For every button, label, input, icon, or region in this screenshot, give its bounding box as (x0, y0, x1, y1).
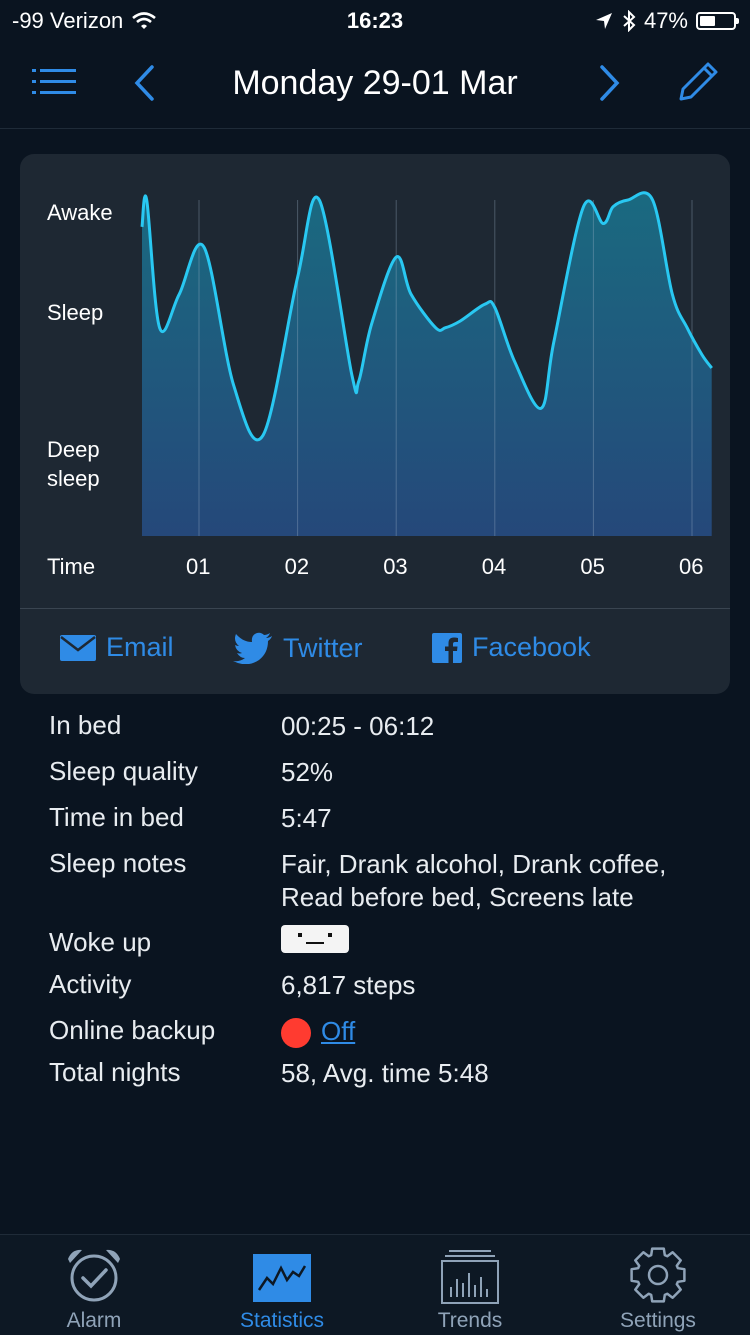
carrier-label: -99 Verizon (12, 8, 124, 33)
twitter-share-button[interactable]: Twitter (233, 632, 363, 664)
tab-settings-label: Settings (620, 1309, 696, 1332)
x-axis-label: Time (47, 554, 96, 579)
pencil-icon[interactable] (678, 60, 720, 102)
wifi-icon (132, 12, 157, 29)
tab-alarm[interactable]: Alarm (0, 1235, 188, 1335)
activity-label: Activity (49, 969, 132, 999)
tab-settings[interactable]: Settings (564, 1235, 750, 1335)
status-bar: -99 Verizon 16:23 47% (0, 0, 750, 40)
trends-icon (441, 1250, 499, 1304)
clock: 16:23 (346, 8, 404, 33)
statistics-icon (253, 1254, 311, 1302)
sleep-chart (140, 191, 713, 536)
online-backup-label: Online backup (49, 1015, 216, 1045)
battery-icon (696, 12, 739, 30)
sleep-graph-card: Awake Sleep Deep sleep Time 01 02 03 04 05 06… (20, 154, 730, 694)
sleep-quality-value: 52% (281, 757, 334, 787)
card-divider (20, 608, 730, 609)
facebook-label: Facebook (472, 632, 591, 662)
tab-trends[interactable]: Trends (376, 1235, 564, 1335)
share-row: Email Twitter Facebook (20, 632, 730, 672)
time-axis: Time 01 02 03 04 05 06 (20, 554, 730, 584)
sleep-quality-label: Sleep quality (49, 756, 198, 786)
sleep-notes-line-2: Read before bed, Screens late (281, 882, 634, 912)
online-backup-value: Off (281, 1015, 356, 1049)
location-arrow-icon (595, 13, 612, 29)
in-bed-value: 00:25 - 06:12 (281, 711, 435, 741)
sleep-notes-label: Sleep notes (49, 848, 187, 878)
total-nights-label: Total nights (49, 1057, 181, 1087)
tab-trends-label: Trends (437, 1309, 503, 1332)
y-label-deep-sleep: Deep sleep (47, 437, 100, 491)
sleep-notes-value: Fair, Drank alcohol, Drank coffee, Read … (281, 848, 666, 914)
x-tick-label: 03 (383, 554, 408, 579)
tab-statistics-label: Statistics (239, 1309, 325, 1332)
chevron-left-icon[interactable] (132, 64, 156, 102)
email-icon (60, 634, 96, 661)
battery-percent: 47% (643, 8, 688, 33)
woke-up-label: Woke up (49, 927, 152, 957)
alarm-clock-icon (68, 1249, 120, 1302)
bluetooth-icon (623, 10, 636, 32)
backup-off-link[interactable]: Off (321, 1016, 356, 1046)
y-label-sleep: Sleep (47, 300, 104, 325)
nav-bar: Monday 29-01 Mar (0, 40, 750, 129)
backup-status-dot (281, 1018, 311, 1049)
x-tick-label: 04 (481, 554, 507, 579)
email-share-button[interactable]: Email (60, 632, 174, 663)
in-bed-label: In bed (49, 710, 122, 740)
twitter-label: Twitter (283, 632, 363, 663)
tab-statistics[interactable]: Statistics (188, 1235, 376, 1335)
time-in-bed-label: Time in bed (49, 802, 184, 832)
facebook-share-button[interactable]: Facebook (432, 632, 591, 663)
sleep-notes-line-1: Fair, Drank alcohol, Drank coffee, (281, 849, 667, 879)
email-label: Email (106, 632, 174, 662)
total-nights-value: 58, Avg. time 5:48 (281, 1058, 489, 1088)
woke-up-value (281, 925, 349, 953)
twitter-icon (233, 632, 272, 664)
menu-icon[interactable] (32, 68, 76, 96)
sleep-area (142, 192, 712, 536)
x-tick-label: 06 (679, 554, 704, 579)
status-right-group: 47% (594, 8, 739, 34)
tab-bar: Alarm Statistics Trends (0, 1234, 750, 1335)
tab-alarm-label: Alarm (66, 1309, 122, 1332)
y-label-awake: Awake (47, 200, 113, 225)
page-title: Monday 29-01 Mar (232, 64, 518, 102)
facebook-icon (432, 632, 462, 663)
x-tick-label: 05 (580, 554, 605, 579)
x-tick-label: 02 (284, 554, 310, 579)
activity-value: 6,817 steps (281, 970, 416, 1000)
sleep-line (140, 191, 713, 442)
carrier-group: -99 Verizon (12, 8, 157, 34)
time-in-bed-value: 5:47 (281, 803, 332, 833)
x-tick-label: 01 (186, 554, 211, 579)
chevron-right-icon[interactable] (598, 64, 622, 102)
gear-icon (630, 1247, 686, 1303)
neutral-face-icon (281, 925, 349, 953)
